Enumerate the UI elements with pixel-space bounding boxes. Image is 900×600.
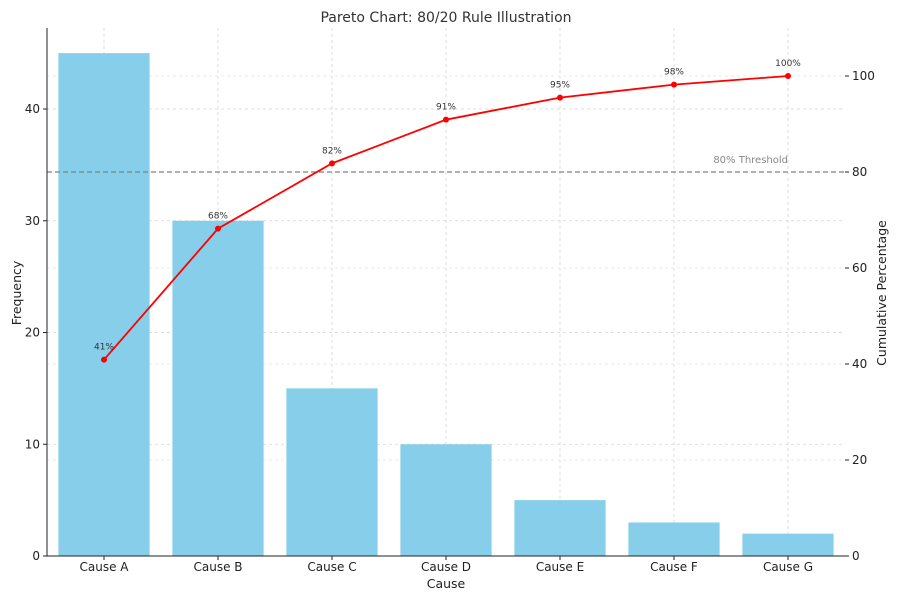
cumulative-data-label: 68%: [208, 212, 228, 222]
y-tick-label: 0: [32, 549, 40, 563]
cumulative-point: [101, 356, 107, 363]
y-tick-label: 10: [25, 437, 40, 451]
y-tick-label: 30: [25, 214, 40, 228]
cumulative-data-label: 95%: [550, 81, 570, 91]
y2-tick-label: 0: [852, 549, 860, 563]
axes: 0 10 20 30 40 0 20 40 60 80 100 Cause A Cause B Cause…: [25, 28, 875, 574]
bar-series: [58, 53, 834, 557]
cumulative-point: [557, 94, 563, 101]
cumulative-data-label: 41%: [94, 343, 114, 353]
y2-tick-label: 100: [852, 69, 875, 83]
x-tick-label: Cause B: [193, 560, 242, 574]
y2-tick-label: 60: [852, 261, 867, 275]
threshold-group: 80% Threshold: [47, 155, 845, 173]
cumulative-data-label: 91%: [436, 103, 456, 113]
cumulative-point: [671, 81, 677, 88]
x-tick-label: Cause C: [307, 560, 356, 574]
x-tick-label: Cause E: [536, 560, 584, 574]
y-tick-label: 40: [25, 102, 40, 116]
x-tick-label: Cause A: [80, 560, 130, 574]
x-tick-label: Cause G: [763, 560, 813, 574]
y2-axis-title: Cumulative Percentage: [874, 220, 889, 366]
y-tick-label: 20: [25, 326, 40, 340]
y-axis-title: Frequency: [9, 260, 24, 325]
bar: [514, 500, 606, 556]
bar: [400, 444, 492, 556]
bar: [172, 220, 264, 556]
cumulative-data-label: 100%: [775, 59, 801, 69]
cumulative-point: [215, 225, 221, 232]
bar: [286, 388, 378, 556]
x-tick-label: Cause D: [421, 560, 471, 574]
chart-title: Pareto Chart: 80/20 Rule Illustration: [320, 10, 571, 26]
threshold-label: 80% Threshold: [713, 155, 788, 166]
cumulative-data-label: 82%: [322, 146, 342, 156]
cumulative-point: [329, 160, 335, 167]
x-axis-title: Cause: [427, 576, 466, 591]
cumulative-data-label: 98%: [664, 68, 684, 78]
y2-tick-label: 40: [852, 357, 867, 371]
cumulative-line-series: 41% 68% 82% 91% 95% 98% 100%: [94, 59, 801, 363]
bar: [58, 53, 150, 557]
x-tick-label: Cause F: [650, 560, 698, 574]
cumulative-point: [785, 73, 791, 79]
cumulative-point: [443, 116, 449, 123]
bar: [742, 533, 834, 556]
y2-tick-label: 80: [852, 165, 867, 179]
y2-tick-label: 20: [852, 453, 867, 467]
bar: [628, 522, 720, 556]
